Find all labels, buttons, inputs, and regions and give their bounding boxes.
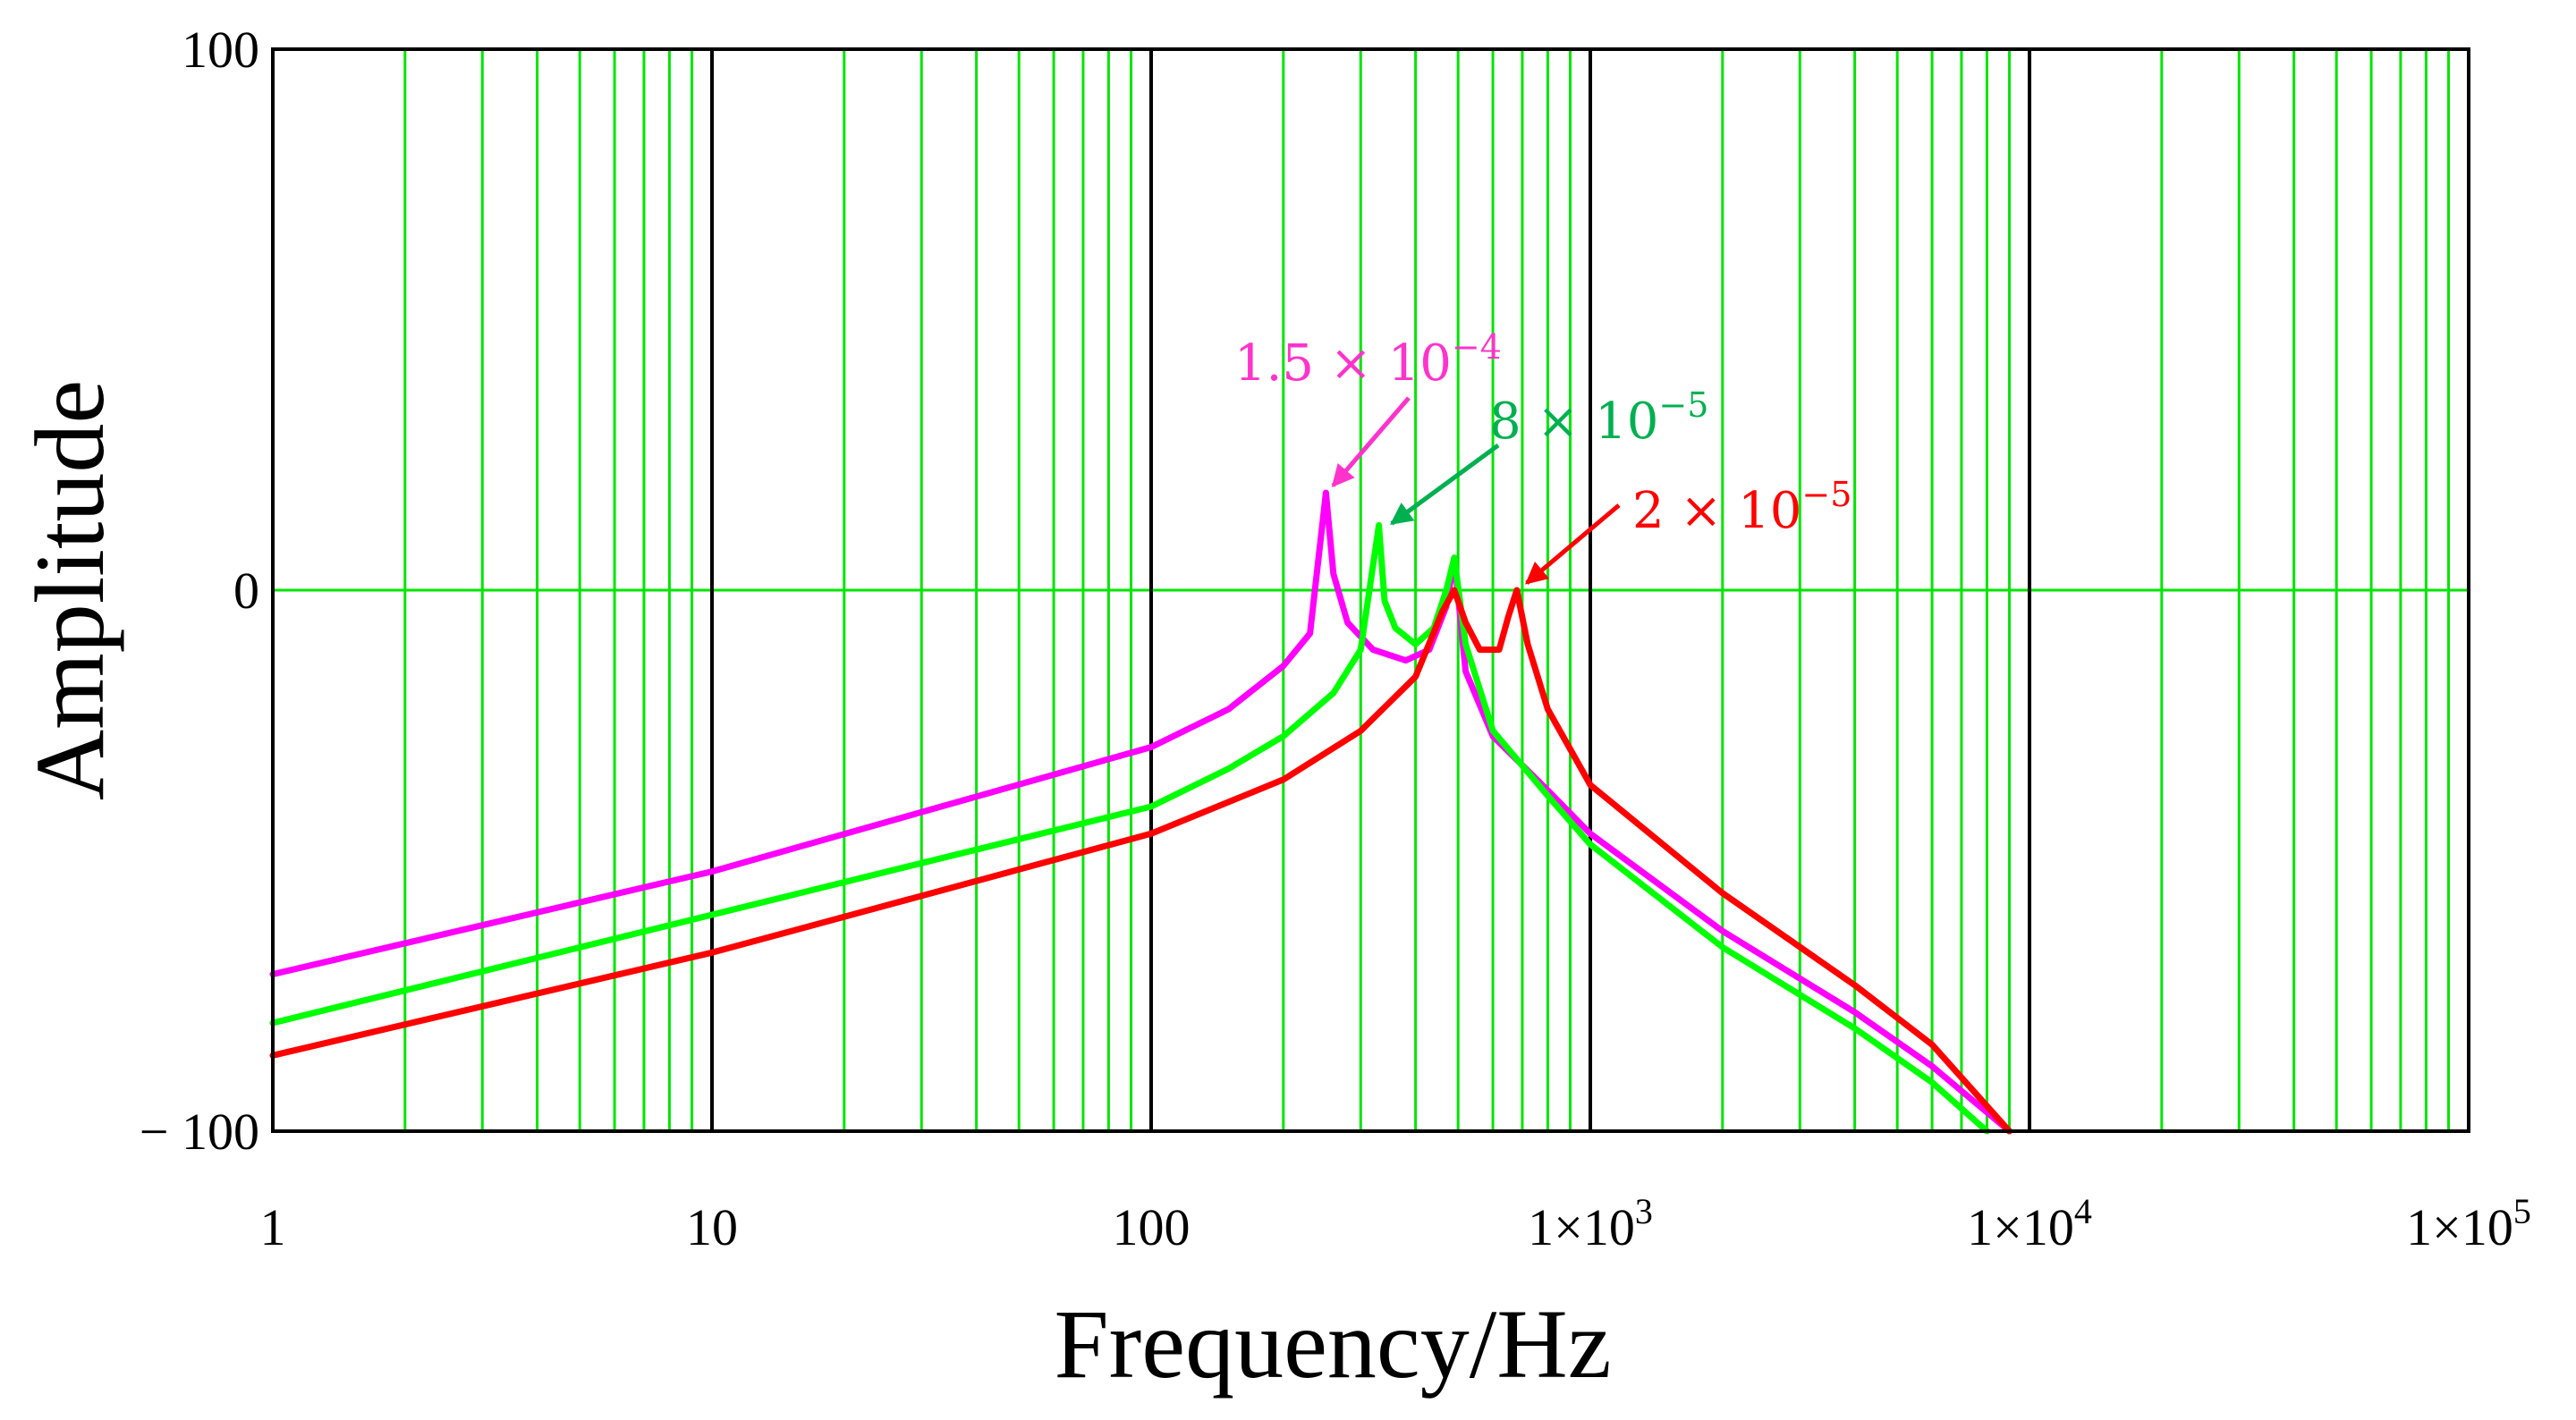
series-line-2-10-5 (269, 587, 2012, 1135)
x-tick-label: 10 (686, 1198, 738, 1256)
x-tick-label: 1 (260, 1198, 286, 1256)
series-line-8-10-5 (269, 521, 1990, 1135)
y-tick-label: 0 (233, 562, 259, 620)
y-tick-label: 100 (182, 21, 259, 79)
y-tick-label: − 100 (140, 1103, 259, 1161)
x-tick-exponent: 5 (2513, 1191, 2531, 1231)
x-tick-exponent: 4 (2074, 1191, 2092, 1231)
series-line-1-5-10-4 (269, 489, 2012, 1135)
x-tick-label: 1×104 (1967, 1191, 2092, 1256)
x-tick-label: 1×105 (2406, 1191, 2531, 1256)
y-axis-label: Amplitude (15, 380, 124, 801)
y-tick-labels: 100 0 − 100 (140, 21, 259, 1161)
x-tick-label: 100 (1113, 1198, 1191, 1256)
series-group (269, 489, 2012, 1135)
annotation-label: 8 × 10−5 (1489, 385, 1708, 451)
annotation-arrow (1331, 396, 1411, 487)
annotation-arrow (1389, 443, 1500, 526)
annotation-label: 1.5 × 10−4 (1234, 327, 1502, 393)
x-tick-labels: 1 10 100 1×103 1×104 1×105 (260, 1191, 2531, 1256)
annotations: 1.5 × 10−48 × 10−5 2 × 10−5 (1234, 327, 1852, 585)
x-axis-label: Frequency/Hz (1054, 1289, 1611, 1399)
annotation-label: 2 × 10−5 (1632, 475, 1852, 540)
plot-frame (271, 47, 2470, 1133)
x-tick-exponent: 3 (1635, 1191, 1653, 1231)
annotation-exponent: −5 (1658, 385, 1708, 425)
annotation-arrow (1524, 503, 1621, 585)
annotation-exponent: −5 (1801, 475, 1852, 514)
annotation-exponent: −4 (1452, 327, 1502, 367)
x-tick-label: 1×103 (1528, 1191, 1653, 1256)
